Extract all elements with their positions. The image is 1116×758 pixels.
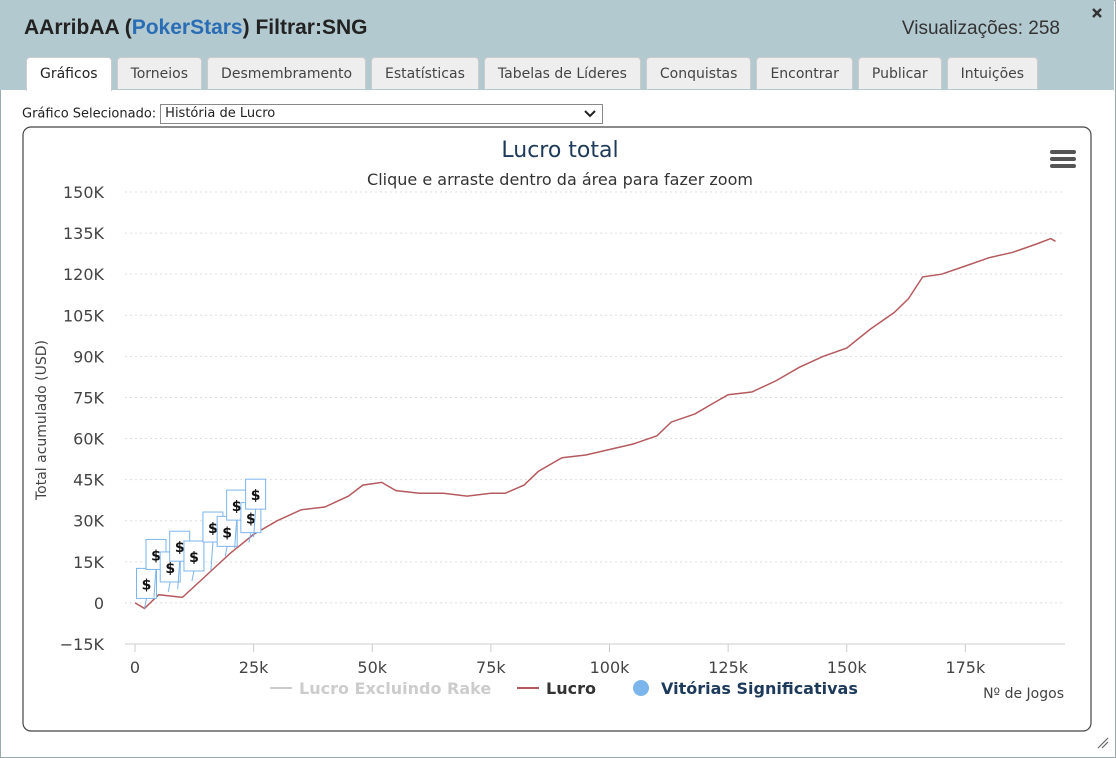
flag-label: $ [222,525,232,541]
y-tick-label: −15K [60,635,105,654]
resize-handle [1097,737,1109,749]
flag-label: $ [175,540,185,556]
flag [183,540,205,572]
x-tick-label: 25k [239,658,269,677]
tab[interactable]: Gráficos [26,57,112,91]
y-tick-label: 90K [73,347,104,366]
menu-bar [1050,157,1076,161]
chart-panel [22,126,1092,732]
tab[interactable]: Desmembramento [207,57,367,89]
flag-label: $ [246,512,256,528]
selector-label: Gráfico Selecionado: [22,106,157,122]
y-tick-label: 105K [63,306,105,325]
tabs: Gráficos Torneios Desmembramento Estatístic… [26,57,1039,91]
y-tick-label: 75K [73,388,104,407]
selector-row: Gráfico Selecionado: História de Lucro [22,104,604,124]
x-tick-label: 0 [130,658,140,677]
tab[interactable]: Estatísticas [371,57,479,89]
close-icon[interactable] [1092,8,1102,18]
legend-symbol [633,680,649,696]
tab[interactable]: Publicar [857,57,942,89]
flag-label: $ [165,561,175,577]
flag-label: $ [142,577,152,593]
flag-stem [191,570,195,582]
x-tick-label: 100k [590,658,631,677]
flag-stem [248,532,252,543]
menu-icon[interactable] [1050,150,1076,168]
flag-stem [177,561,181,590]
views-label: Visualizações: [901,18,1024,39]
flag-stem [234,520,238,549]
views-count: 258 [1028,18,1060,39]
flag-stem [153,569,157,598]
y-axis-title: Total acumulado (USD) [34,340,50,501]
flag-stem [143,598,147,609]
flag-label: $ [151,548,161,564]
tab[interactable]: Torneios [116,57,203,89]
legend-label[interactable]: Lucro Excluindo Rake [299,679,491,698]
flag-label: $ [232,499,242,515]
flag-label: $ [189,550,199,566]
selector-value: História de Lucro [165,106,276,121]
header: AArribAA (PokerStars) Filtrar:SNG Visual… [0,0,1114,91]
menu-bar [1050,150,1076,154]
flag-label: $ [208,521,218,537]
x-tick-label: 125k [708,658,749,677]
flag-stem [224,546,228,557]
flag-stem [210,542,214,571]
y-tick-label: 135K [63,224,105,243]
chart-subtitle: Clique e arraste dentro da área para faz… [367,170,753,189]
y-tick-label: 60K [73,430,104,449]
y-tick-label: 0 [94,594,104,613]
legend-label[interactable]: Lucro [546,679,596,698]
views: Visualizações: 258 [902,18,1060,40]
tab[interactable]: Encontrar [756,57,853,89]
x-tick-label: 75k [476,658,506,677]
tab[interactable]: Tabelas de Líderes [483,57,641,89]
chart-title: Lucro total [501,138,618,163]
filter: Filtrar:SNG [255,16,368,39]
y-tick-label: 45K [73,471,104,490]
title: AArribAA (PokerStars) Filtrar:SNG [24,16,368,39]
site: PokerStars [131,16,243,39]
flag-stem [167,581,171,593]
profit-line [134,237,1056,610]
flag-stem [253,509,257,538]
flag-label: $ [251,488,261,504]
y-tick-label: 150K [63,183,105,202]
x-tick-label: 50k [357,658,387,677]
menu-bar [1050,164,1076,168]
y-tick-label: 120K [63,265,105,284]
flag [245,478,267,510]
dropdown-arrow [584,110,596,118]
tab[interactable]: Conquistas [645,57,752,89]
x-axis-title: Nº de Jogos [983,686,1064,702]
tab[interactable]: Intuições [946,57,1039,89]
legend-label[interactable]: Vitórias Significativas [661,679,858,698]
x-tick-label: 175k [945,658,986,677]
y-tick-label: 15K [73,553,104,572]
x-tick-label: 150k [827,658,868,677]
selector[interactable]: História de Lucro [160,104,604,124]
y-tick-label: 30K [73,512,104,531]
player: AArribAA [24,16,119,39]
